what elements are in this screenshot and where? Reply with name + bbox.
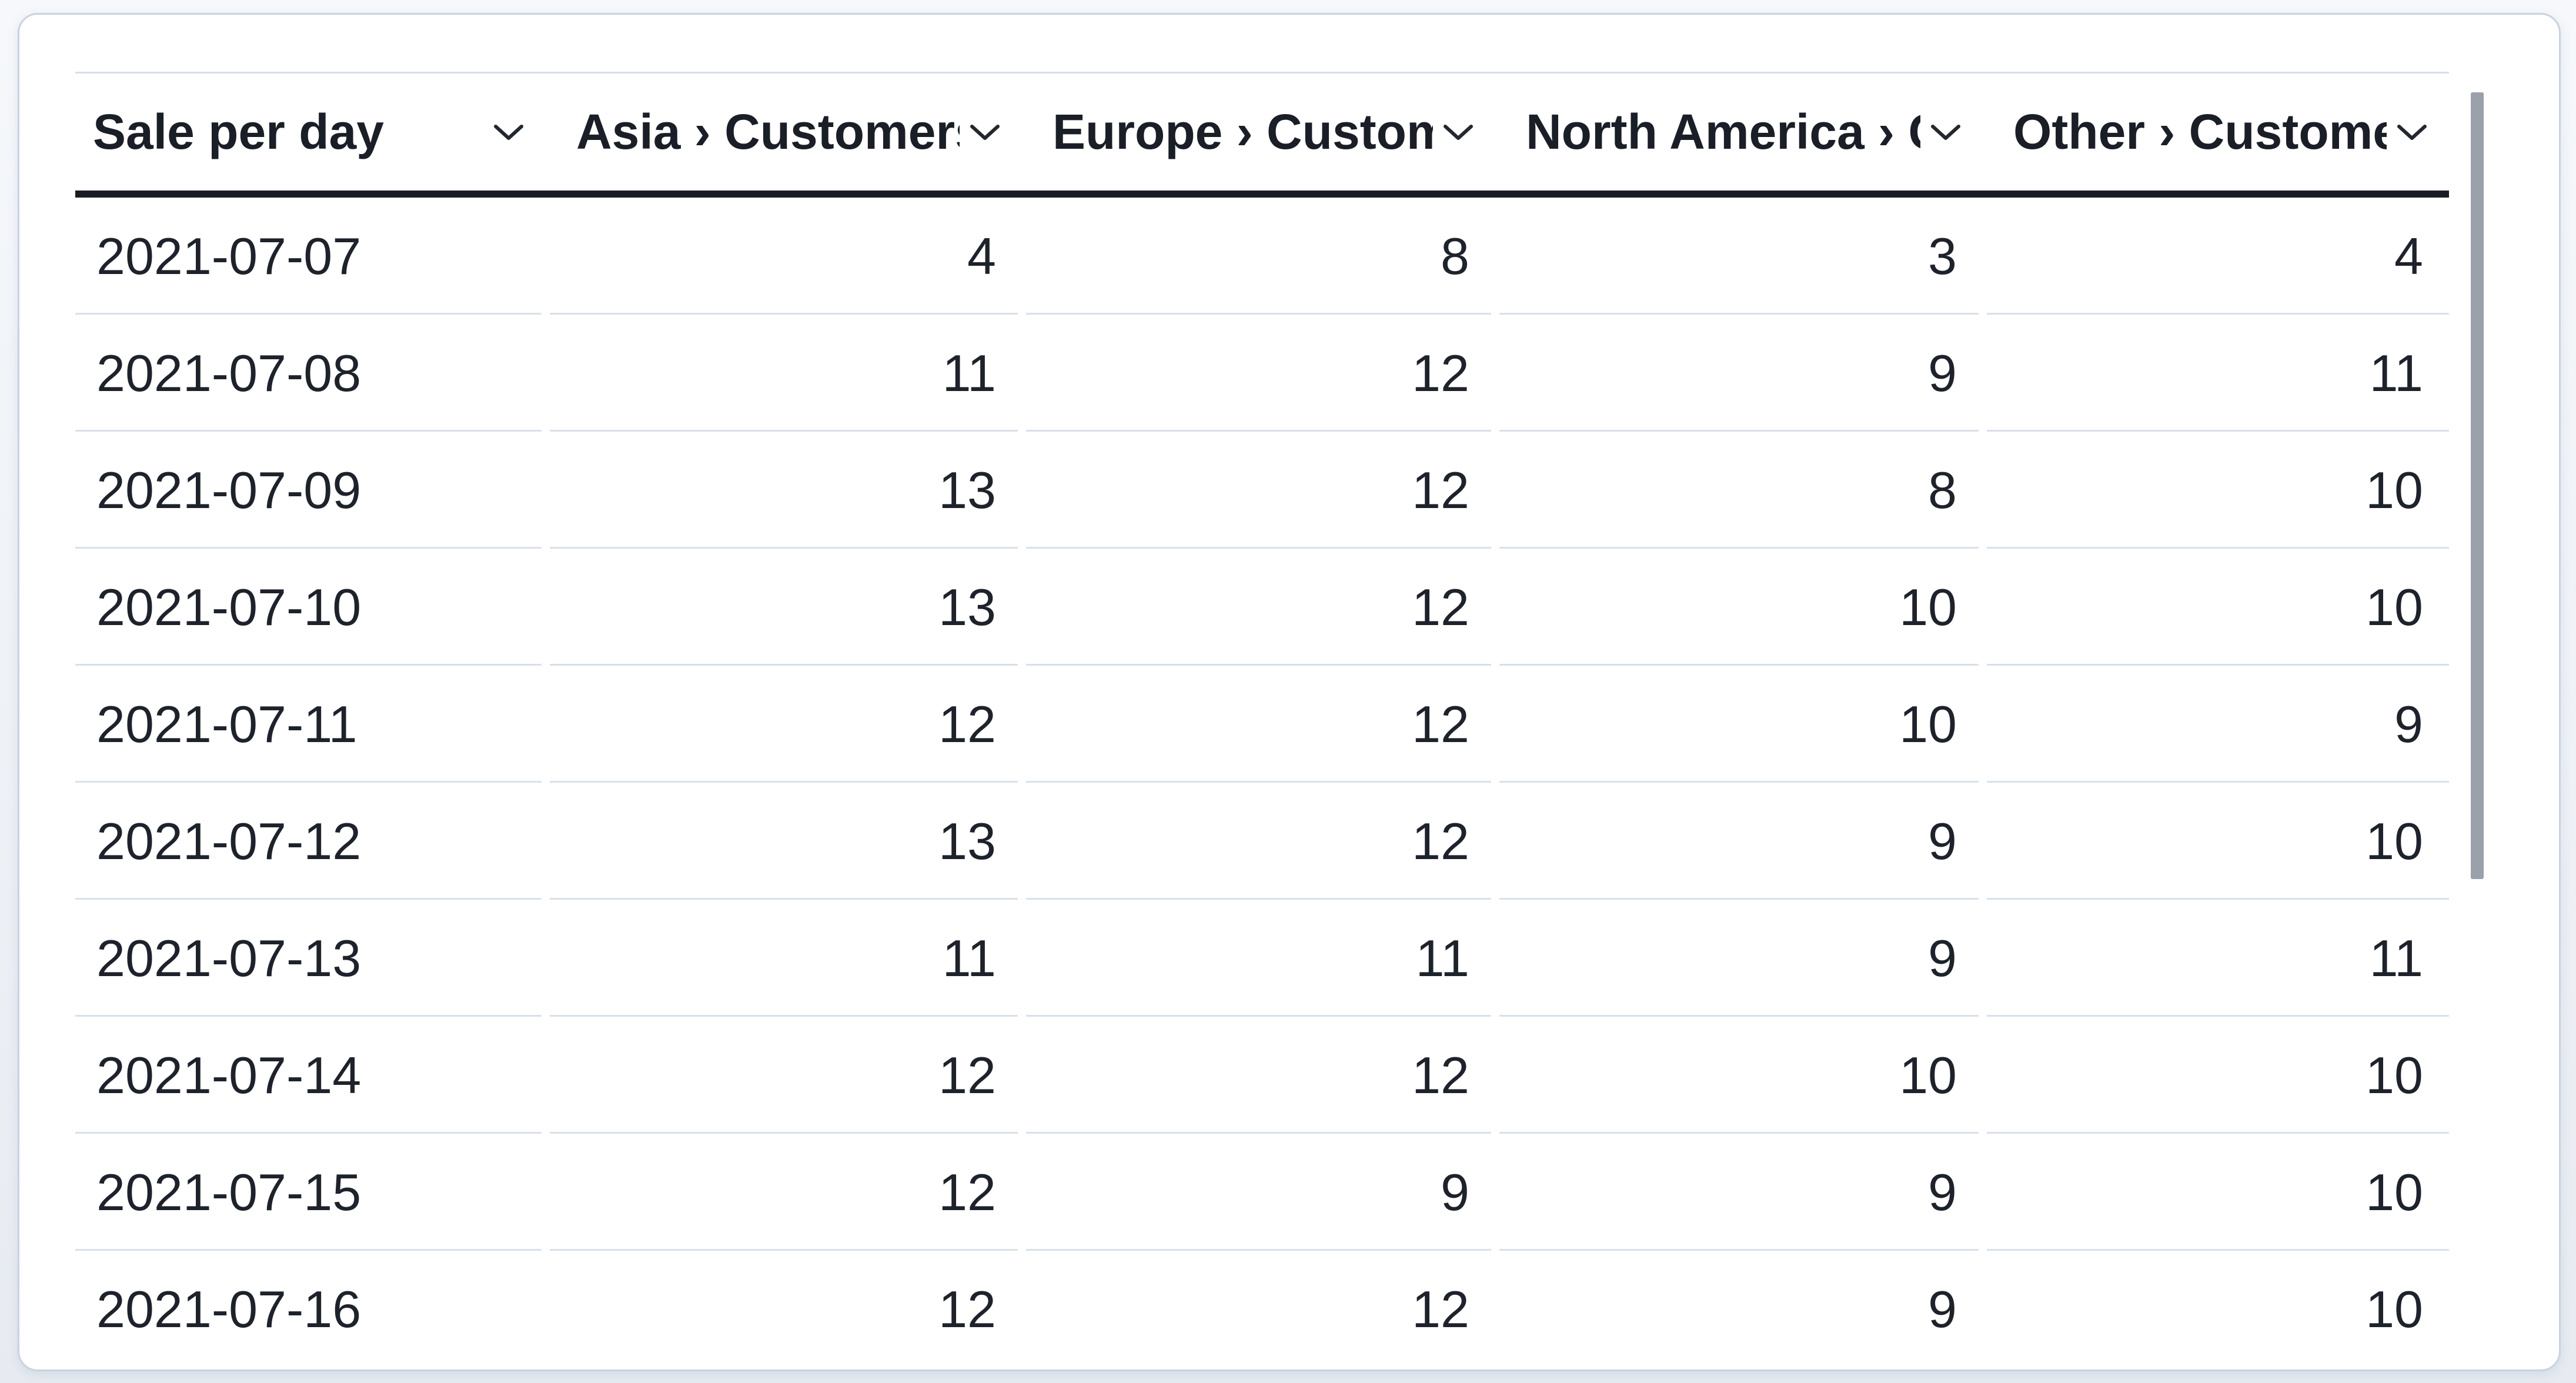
date-cell[interactable]: 2021-07-10 (75, 549, 546, 666)
value-cell[interactable]: 10 (1495, 549, 1983, 666)
value-cell[interactable]: 9 (1022, 1134, 1495, 1251)
value-cell[interactable]: 10 (1495, 1017, 1983, 1134)
value-cell[interactable]: 12 (1022, 549, 1495, 666)
value-cell[interactable]: 12 (1022, 666, 1495, 783)
value-cell[interactable]: 4 (1983, 198, 2449, 315)
value-cell[interactable]: 11 (546, 315, 1022, 432)
value-cell[interactable]: 11 (1983, 900, 2449, 1017)
value-cell[interactable]: 9 (1495, 783, 1983, 900)
value-cell[interactable]: 4 (546, 198, 1022, 315)
column-header-label: North America › Customers (1526, 104, 1920, 159)
column-header-1[interactable]: Asia › Customers (546, 74, 1022, 191)
data-table: Sale per day Asia › Customers Europe › C… (75, 72, 2449, 1348)
value-cell[interactable]: 12 (546, 1134, 1022, 1251)
table-row: 2021-07-13 11 11 9 11 (75, 900, 2449, 1017)
value-cell[interactable]: 12 (1022, 1017, 1495, 1134)
table-row: 2021-07-16 12 12 9 10 (75, 1251, 2449, 1348)
value-cell[interactable]: 9 (1495, 1134, 1983, 1251)
table-card: Sale per day Asia › Customers Europe › C… (18, 13, 2561, 1371)
value-cell[interactable]: 10 (1983, 1134, 2449, 1251)
table-row: 2021-07-10 13 12 10 10 (75, 549, 2449, 666)
table-row: 2021-07-07 4 8 3 4 (75, 198, 2449, 315)
column-header-label: Sale per day (93, 104, 384, 159)
value-cell[interactable]: 12 (546, 1251, 1022, 1348)
column-header-label: Europe › Customers (1053, 104, 1433, 159)
date-cell[interactable]: 2021-07-12 (75, 783, 546, 900)
value-cell[interactable]: 8 (1022, 198, 1495, 315)
date-cell[interactable]: 2021-07-08 (75, 315, 546, 432)
value-cell[interactable]: 12 (1022, 783, 1495, 900)
table-row: 2021-07-11 12 12 10 9 (75, 666, 2449, 783)
column-header-2[interactable]: Europe › Customers (1022, 74, 1495, 191)
value-cell[interactable]: 10 (1983, 1251, 2449, 1348)
date-cell[interactable]: 2021-07-13 (75, 900, 546, 1017)
date-cell[interactable]: 2021-07-14 (75, 1017, 546, 1134)
date-cell[interactable]: 2021-07-09 (75, 432, 546, 549)
value-cell[interactable]: 10 (1983, 783, 2449, 900)
column-header-label: Other › Customers (2013, 104, 2387, 159)
value-cell[interactable]: 13 (546, 783, 1022, 900)
value-cell[interactable]: 3 (1495, 198, 1983, 315)
value-cell[interactable]: 9 (1983, 666, 2449, 783)
chevron-down-icon (970, 124, 1000, 140)
value-cell[interactable]: 11 (1983, 315, 2449, 432)
value-cell[interactable]: 12 (546, 1017, 1022, 1134)
value-cell[interactable]: 9 (1495, 315, 1983, 432)
table-row: 2021-07-14 12 12 10 10 (75, 1017, 2449, 1134)
chevron-down-icon (1931, 124, 1960, 140)
column-header-label: Asia › Customers (576, 104, 960, 159)
column-header-0[interactable]: Sale per day (75, 74, 546, 191)
chevron-down-icon (494, 124, 523, 140)
value-cell[interactable]: 10 (1983, 1017, 2449, 1134)
value-cell[interactable]: 12 (1022, 315, 1495, 432)
date-cell[interactable]: 2021-07-15 (75, 1134, 546, 1251)
value-cell[interactable]: 12 (1022, 1251, 1495, 1348)
table-row: 2021-07-15 12 9 9 10 (75, 1134, 2449, 1251)
date-cell[interactable]: 2021-07-07 (75, 198, 546, 315)
value-cell[interactable]: 10 (1983, 432, 2449, 549)
value-cell[interactable]: 8 (1495, 432, 1983, 549)
value-cell[interactable]: 9 (1495, 900, 1983, 1017)
chevron-down-icon (1444, 124, 1473, 140)
column-header-3[interactable]: North America › Customers (1495, 74, 1983, 191)
value-cell[interactable]: 12 (1022, 432, 1495, 549)
value-cell[interactable]: 13 (546, 549, 1022, 666)
table-header-row: Sale per day Asia › Customers Europe › C… (75, 72, 2449, 198)
value-cell[interactable]: 11 (1022, 900, 1495, 1017)
chevron-down-icon (2397, 124, 2427, 140)
value-cell[interactable]: 10 (1495, 666, 1983, 783)
table-body: 2021-07-07 4 8 3 4 2021-07-08 11 12 9 11 2021-07-0… (75, 198, 2449, 1348)
value-cell[interactable]: 12 (546, 666, 1022, 783)
table-row: 2021-07-09 13 12 8 10 (75, 432, 2449, 549)
value-cell[interactable]: 13 (546, 432, 1022, 549)
value-cell[interactable]: 9 (1495, 1251, 1983, 1348)
value-cell[interactable]: 11 (546, 900, 1022, 1017)
vertical-scrollbar-thumb[interactable] (2471, 92, 2484, 879)
date-cell[interactable]: 2021-07-11 (75, 666, 546, 783)
table-row: 2021-07-08 11 12 9 11 (75, 315, 2449, 432)
column-header-4[interactable]: Other › Customers (1983, 74, 2449, 191)
date-cell[interactable]: 2021-07-16 (75, 1251, 546, 1348)
value-cell[interactable]: 10 (1983, 549, 2449, 666)
table-row: 2021-07-12 13 12 9 10 (75, 783, 2449, 900)
